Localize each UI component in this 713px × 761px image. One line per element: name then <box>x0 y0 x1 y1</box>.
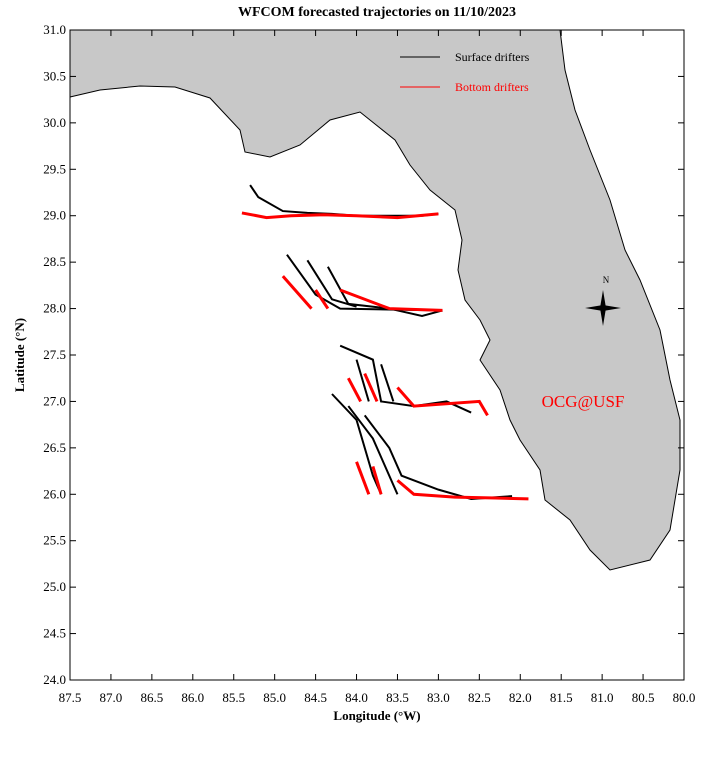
x-axis-label: Longitude (°W) <box>333 708 420 723</box>
trajectory <box>371 466 383 495</box>
trajectory <box>314 289 330 310</box>
trajectory <box>347 405 399 495</box>
y-tick-label: 27.0 <box>43 393 66 408</box>
x-tick-label: 86.5 <box>140 690 163 705</box>
x-tick-label: 87.5 <box>59 690 82 705</box>
y-tick-label: 29.0 <box>43 208 66 223</box>
x-tick-label: 84.0 <box>345 690 368 705</box>
x-tick-label: 83.0 <box>427 690 450 705</box>
x-tick-label: 86.0 <box>181 690 204 705</box>
y-tick-label: 26.0 <box>43 486 66 501</box>
compass: N <box>585 275 621 326</box>
y-tick-label: 27.5 <box>43 347 66 362</box>
trajectory <box>249 184 439 217</box>
trajectory <box>347 377 362 403</box>
trajectory <box>355 461 371 495</box>
annotation: OCG@USF <box>542 392 625 411</box>
y-tick-label: 24.5 <box>43 626 66 641</box>
x-tick-label: 80.0 <box>673 690 696 705</box>
trajectory <box>241 211 439 220</box>
trajectory <box>339 288 443 312</box>
x-tick-label: 81.0 <box>591 690 614 705</box>
x-tick-label: 85.0 <box>263 690 286 705</box>
legend-label: Bottom drifters <box>455 80 529 94</box>
legend-label: Surface drifters <box>455 50 530 64</box>
trajectory <box>396 479 529 501</box>
y-tick-label: 28.0 <box>43 301 66 316</box>
land <box>69 29 681 571</box>
y-tick-label: 31.0 <box>43 22 66 37</box>
trajectory <box>363 372 379 403</box>
x-tick-label: 83.5 <box>386 690 409 705</box>
trajectory <box>380 363 395 402</box>
trajectory <box>281 275 313 310</box>
trajectory <box>363 414 513 500</box>
y-tick-label: 25.0 <box>43 579 66 594</box>
x-tick-label: 82.0 <box>509 690 532 705</box>
y-tick-label: 30.0 <box>43 115 66 130</box>
x-tick-label: 82.5 <box>468 690 491 705</box>
chart-title: WFCOM forecasted trajectories on 11/10/2… <box>238 5 516 20</box>
compass-label: N <box>603 275 610 285</box>
y-tick-label: 30.5 <box>43 68 66 83</box>
trajectory <box>306 259 357 308</box>
trajectory <box>396 386 489 417</box>
x-tick-label: 87.0 <box>100 690 123 705</box>
x-tick-label: 80.5 <box>632 690 655 705</box>
y-tick-label: 28.5 <box>43 254 66 269</box>
y-tick-label: 25.5 <box>43 533 66 548</box>
x-tick-label: 84.5 <box>304 690 327 705</box>
compass-needle <box>585 305 621 311</box>
trajectory <box>355 359 370 402</box>
x-tick-label: 81.5 <box>550 690 573 705</box>
x-tick-label: 85.5 <box>222 690 245 705</box>
y-tick-label: 24.0 <box>43 672 66 687</box>
y-tick-label: 29.5 <box>43 161 66 176</box>
trajectory <box>331 393 383 495</box>
y-axis-label: Latitude (°N) <box>12 318 27 392</box>
y-tick-label: 26.5 <box>43 440 66 455</box>
